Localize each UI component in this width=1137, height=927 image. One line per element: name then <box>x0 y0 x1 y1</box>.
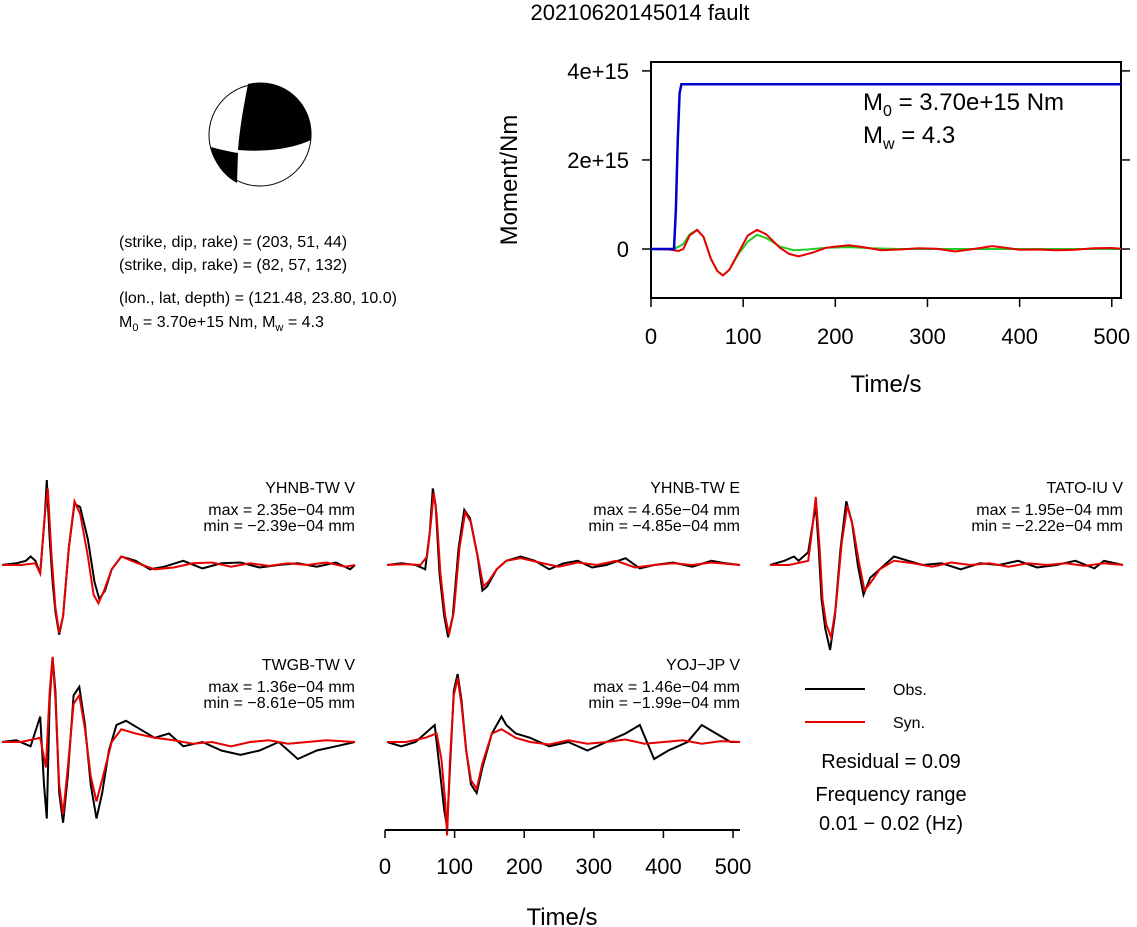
waveform-max: max = 1.36e−04 mm <box>208 679 355 696</box>
residual-text: Residual = 0.09 <box>821 751 961 773</box>
moment-plot: 0 100 200 300 400 500 0 2e+15 4e+15 Time/s Mome… <box>496 59 1130 398</box>
moment-plot-frame <box>650 61 1122 299</box>
cumulative-moment-line <box>651 83 1121 251</box>
moment-y-tick-label: 2e+15 <box>567 148 629 173</box>
moment-x-tick-label: 100 <box>725 324 762 349</box>
waveform-legend: Obs. Syn. Residual = 0.09 Frequency rang… <box>805 682 967 835</box>
waveform-min: min = −8.61e−05 mm <box>203 695 355 712</box>
nodal-plane-2: (strike, dip, rake) = (82, 57, 132) <box>119 257 347 274</box>
source-time-function-red <box>650 228 1122 277</box>
nodal-plane-1: (strike, dip, rake) = (203, 51, 44) <box>119 234 347 251</box>
beachball-compressional-quadrant-2 <box>211 147 238 183</box>
waveform-max: max = 1.95e−04 mm <box>976 502 1123 519</box>
synthetic-waveform <box>2 656 356 815</box>
moment-x-tick-label: 0 <box>645 324 657 349</box>
station-name: TATO-IU V <box>1047 480 1124 497</box>
moment-y-ticks: 0 2e+15 4e+15 <box>567 59 1130 262</box>
waveform-x-tick-label: 200 <box>506 854 543 879</box>
synthetic-waveform <box>386 492 741 635</box>
waveform-x-ticks: 0 100 200 300 400 500 <box>379 830 752 879</box>
waveform-max: max = 4.65e−04 mm <box>593 502 740 519</box>
focal-info: (strike, dip, rake) = (203, 51, 44) (str… <box>119 234 397 334</box>
waveform-x-tick-label: 300 <box>575 854 612 879</box>
synthetic-waveform <box>2 488 356 634</box>
waveform-max: max = 2.35e−04 mm <box>208 502 355 519</box>
observed-waveform <box>386 673 740 828</box>
waveform-x-tick-label: 500 <box>715 854 752 879</box>
beachball-compressional-quadrant-1 <box>238 82 312 151</box>
waveform-max: max = 1.46e−04 mm <box>593 679 740 696</box>
beachball <box>208 82 312 187</box>
moment-annotation-m0: M0 = 3.70e+15 Nm <box>863 89 1064 120</box>
hypocenter-location: (lon., lat, depth) = (121.48, 23.80, 10.… <box>119 290 397 307</box>
station-name: YOJ−JP V <box>666 657 740 674</box>
moment-x-tick-label: 200 <box>817 324 854 349</box>
frequency-range-label: Frequency range <box>815 784 966 806</box>
waveform-x-tick-label: 100 <box>436 854 473 879</box>
moment-x-ticks: 0 100 200 300 400 500 <box>645 298 1130 349</box>
waveform-time-axis: 0 100 200 300 400 500 Time/s <box>379 829 752 927</box>
figure-title: 20210620145014 fault <box>531 0 750 25</box>
moment-y-axis-label: Moment/Nm <box>496 115 523 246</box>
waveform-min: min = −2.22e−04 mm <box>971 518 1123 535</box>
moment-y-tick-label: 4e+15 <box>567 59 629 84</box>
moment-x-tick-label: 500 <box>1093 324 1130 349</box>
observed-waveform <box>1 656 356 823</box>
moment-magnitude-line: M0 = 3.70e+15 Nm, Mw = 4.3 <box>119 314 324 334</box>
source-time-function-green <box>651 228 1121 277</box>
station-name: YHNB-TW E <box>650 480 740 497</box>
moment-y-tick-label: 0 <box>617 237 629 262</box>
legend-obs-label: Obs. <box>893 682 927 699</box>
waveform-x-axis-label: Time/s <box>526 904 597 927</box>
synthetic-waveform <box>770 496 1124 642</box>
synthetic-waveform <box>387 678 741 836</box>
waveform-x-tick-label: 0 <box>379 854 391 879</box>
waveform-min: min = −1.99e−04 mm <box>588 695 740 712</box>
frequency-range-value: 0.01 − 0.02 (Hz) <box>819 813 963 835</box>
station-name: YHNB-TW V <box>265 480 355 497</box>
legend-syn-label: Syn. <box>893 715 925 732</box>
moment-x-tick-label: 400 <box>1001 324 1038 349</box>
waveform-min: min = −2.39e−04 mm <box>203 518 355 535</box>
moment-x-tick-label: 300 <box>909 324 946 349</box>
waveform-min: min = −4.85e−04 mm <box>588 518 740 535</box>
station-name: TWGB-TW V <box>262 657 356 674</box>
waveform-x-tick-label: 400 <box>645 854 682 879</box>
moment-x-axis-label: Time/s <box>850 371 921 398</box>
moment-annotation-mw: Mw = 4.3 <box>863 122 955 153</box>
